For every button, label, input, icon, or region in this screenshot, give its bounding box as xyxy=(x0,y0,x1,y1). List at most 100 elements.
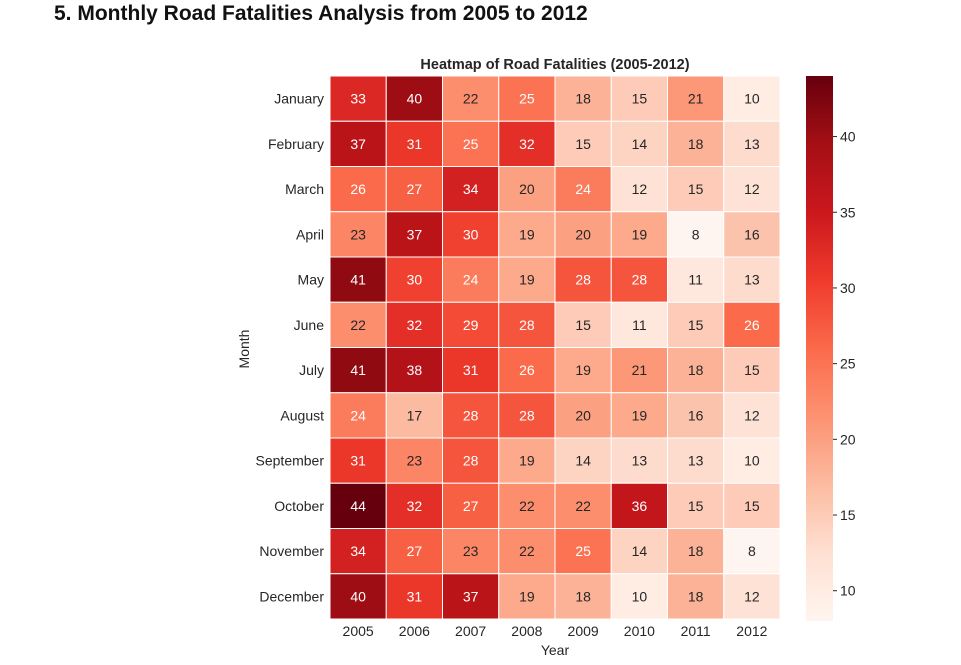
cell-value-label: 15 xyxy=(744,362,760,378)
cell-value-label: 37 xyxy=(407,226,423,242)
cell-value-label: 15 xyxy=(632,91,648,107)
x-tick-labels: 2005 2006 2007 2008 2009 2010 2011 2012 xyxy=(343,623,768,639)
heatmap-cell xyxy=(498,347,556,394)
heatmap-cell xyxy=(723,482,781,529)
heatmap-cell xyxy=(385,392,443,439)
cell-value-label: 40 xyxy=(350,588,366,604)
heatmap-cell xyxy=(610,301,668,348)
cell-value-label: 18 xyxy=(688,543,704,559)
heatmap-cell xyxy=(667,256,725,303)
x-tick-label: 2007 xyxy=(455,623,486,639)
cell-value-label: 22 xyxy=(575,498,591,514)
heatmap-cell xyxy=(723,120,781,167)
heatmap-cell xyxy=(723,437,781,484)
heatmap-cell xyxy=(667,392,725,439)
cell-value-label: 32 xyxy=(407,317,423,333)
cell-value-label: 19 xyxy=(632,407,648,423)
heatmap-cell xyxy=(385,301,443,348)
cell-value-label: 14 xyxy=(632,543,648,559)
page-heading: 5. Monthly Road Fatalities Analysis from… xyxy=(54,2,588,25)
y-tick-label: March xyxy=(285,181,324,197)
heatmap-cell xyxy=(554,347,612,394)
colorbar: 10 15 20 25 30 35 40 xyxy=(806,76,856,621)
x-tick-label: 2009 xyxy=(568,623,599,639)
heatmap-cell xyxy=(610,573,668,620)
heatmap-cell xyxy=(610,120,668,167)
cell-value-label: 19 xyxy=(519,453,535,469)
y-tick-label: July xyxy=(299,362,324,378)
cell-value-label: 32 xyxy=(407,498,423,514)
heatmap-cell xyxy=(329,573,387,620)
cell-value-label: 8 xyxy=(748,543,756,559)
y-tick-label: May xyxy=(298,272,324,288)
heatmap-cell xyxy=(554,482,612,529)
heatmap-cell xyxy=(723,347,781,394)
y-tick-label: November xyxy=(259,543,324,559)
cell-value-label: 23 xyxy=(350,226,366,242)
cell-value-label: 36 xyxy=(632,498,648,514)
cell-value-label: 28 xyxy=(519,317,535,333)
cell-value-label: 21 xyxy=(632,362,648,378)
heatmap-cell xyxy=(385,256,443,303)
cell-value-label: 24 xyxy=(575,181,591,197)
heatmap-cell xyxy=(610,256,668,303)
colorbar-tick-label: 10 xyxy=(840,583,856,599)
cell-value-label: 26 xyxy=(744,317,760,333)
cell-value-label: 23 xyxy=(463,543,479,559)
cell-value-label: 15 xyxy=(575,317,591,333)
heatmap-cell xyxy=(667,120,725,167)
cell-value-label: 31 xyxy=(407,588,423,604)
cell-value-label: 18 xyxy=(688,588,704,604)
cell-value-label: 14 xyxy=(575,453,591,469)
colorbar-gradient xyxy=(806,76,833,621)
cell-value-label: 27 xyxy=(407,181,423,197)
chart-title: Heatmap of Road Fatalities (2005-2012) xyxy=(420,57,689,73)
heatmap-cell xyxy=(442,301,500,348)
heatmap-cell xyxy=(554,256,612,303)
cell-value-label: 33 xyxy=(350,91,366,107)
x-tick-label: 2011 xyxy=(681,623,711,639)
cell-value-label: 41 xyxy=(350,362,366,378)
cell-value-label: 28 xyxy=(519,407,535,423)
cell-value-label: 18 xyxy=(575,91,591,107)
heatmap-cell xyxy=(610,166,668,213)
heatmap-cell xyxy=(554,528,612,575)
heatmap-cell xyxy=(442,437,500,484)
cell-value-label: 38 xyxy=(407,362,423,378)
cell-value-label: 19 xyxy=(519,588,535,604)
y-tick-label: June xyxy=(294,317,325,333)
cell-value-label: 10 xyxy=(744,453,760,469)
heatmap-cell xyxy=(329,256,387,303)
cell-value-label: 29 xyxy=(463,317,479,333)
x-axis-label: Year xyxy=(541,642,570,658)
cell-value-label: 26 xyxy=(350,181,366,197)
heatmap-cell xyxy=(667,573,725,620)
colorbar-tick-label: 15 xyxy=(840,507,856,523)
cell-value-label: 10 xyxy=(632,588,648,604)
cell-value-label: 27 xyxy=(463,498,479,514)
colorbar-tick-label: 35 xyxy=(840,204,856,220)
cell-value-label: 28 xyxy=(463,453,479,469)
cell-value-label: 17 xyxy=(407,407,423,423)
cell-value-label: 30 xyxy=(407,272,423,288)
cell-value-label: 12 xyxy=(744,407,760,423)
heatmap-cell xyxy=(442,120,500,167)
heatmap-cell xyxy=(667,211,725,258)
cell-value-label: 12 xyxy=(744,588,760,604)
cell-value-label: 25 xyxy=(519,91,535,107)
cell-value-label: 19 xyxy=(519,272,535,288)
cell-value-label: 11 xyxy=(688,272,703,288)
cell-value-label: 25 xyxy=(575,543,591,559)
cell-value-label: 24 xyxy=(350,407,366,423)
cell-value-label: 41 xyxy=(350,272,366,288)
heatmap-cell xyxy=(723,301,781,348)
colorbar-tick-label: 40 xyxy=(840,129,856,145)
y-tick-label: December xyxy=(259,588,324,604)
cell-value-label: 19 xyxy=(519,226,535,242)
cell-value-label: 14 xyxy=(632,136,648,152)
cell-value-label: 37 xyxy=(350,136,366,152)
cell-value-label: 28 xyxy=(575,272,591,288)
heatmap-cell xyxy=(442,392,500,439)
x-tick-label: 2012 xyxy=(736,623,767,639)
